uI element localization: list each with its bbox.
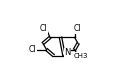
Text: N: N [64,48,71,57]
Text: CH3: CH3 [74,53,88,59]
Text: Cl: Cl [74,25,81,34]
Text: Cl: Cl [29,45,37,54]
Text: Cl: Cl [40,25,47,34]
